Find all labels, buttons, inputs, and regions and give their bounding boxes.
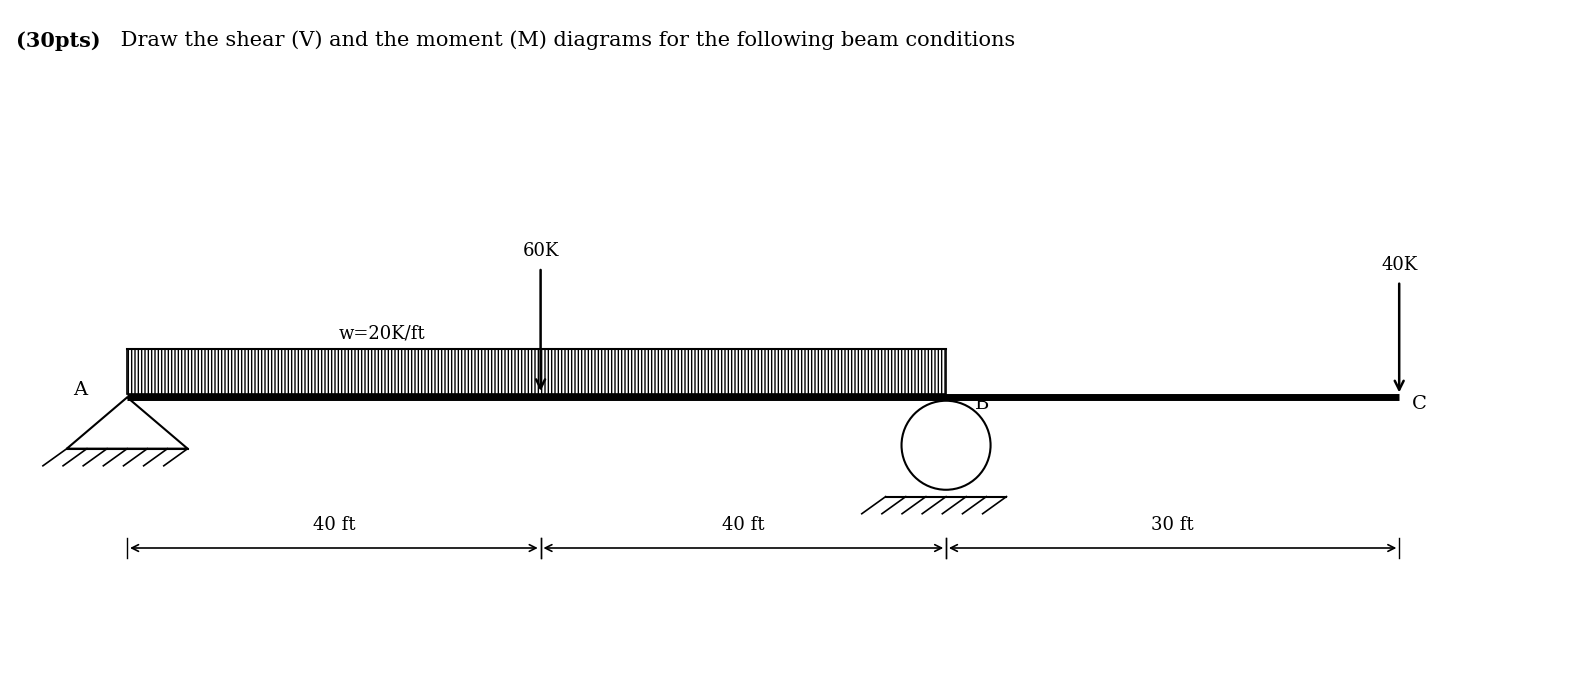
- Text: 40 ft: 40 ft: [722, 516, 765, 534]
- Text: 40K: 40K: [1382, 256, 1417, 274]
- Text: 30 ft: 30 ft: [1151, 516, 1194, 534]
- Text: A: A: [73, 382, 87, 399]
- Bar: [127, 349, 946, 394]
- Text: Draw the shear (V) and the moment (M) diagrams for the following beam conditions: Draw the shear (V) and the moment (M) di…: [114, 31, 1016, 51]
- Text: B: B: [975, 395, 989, 413]
- Text: (30pts): (30pts): [16, 31, 100, 51]
- Text: w=20K/ft: w=20K/ft: [339, 325, 425, 342]
- Text: 60K: 60K: [523, 242, 558, 260]
- Text: 40 ft: 40 ft: [313, 516, 355, 534]
- Text: C: C: [1412, 395, 1426, 413]
